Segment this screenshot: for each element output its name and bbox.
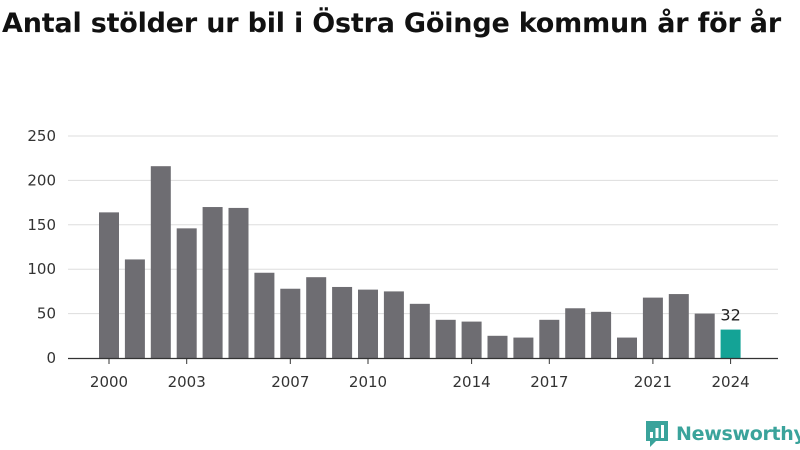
data-labels: 32 — [720, 306, 740, 325]
x-axis-ticks: 2000 2003 2007 2010 2014 2017 2021 2024 — [90, 358, 750, 391]
bar — [513, 337, 534, 358]
x-tick-label: 2014 — [453, 373, 491, 391]
x-tick-label: 2017 — [530, 373, 568, 391]
chart-title: Antal stölder ur bil i Östra Göinge komm… — [2, 8, 781, 39]
bar — [591, 311, 612, 358]
bar — [668, 294, 689, 358]
bars — [68, 166, 778, 360]
y-tick-label: 150 — [27, 216, 56, 234]
y-tick-label: 50 — [37, 305, 56, 323]
bar — [383, 291, 404, 358]
bar — [539, 319, 560, 358]
bar — [487, 335, 508, 358]
bar — [358, 289, 378, 358]
x-tick-label: 2003 — [168, 373, 206, 391]
bar — [176, 228, 197, 358]
bar — [565, 308, 586, 358]
bar — [124, 259, 145, 358]
y-tick-label: 0 — [46, 349, 56, 367]
newsworthy-logo-icon — [646, 421, 668, 447]
bar — [306, 277, 327, 358]
bar — [332, 286, 353, 358]
bar — [150, 166, 171, 358]
brand: Newsworthy — [644, 418, 800, 450]
bar — [435, 319, 456, 358]
bar — [280, 288, 301, 358]
x-tick-label: 2024 — [712, 373, 750, 391]
x-tick-label: 2007 — [271, 373, 309, 391]
x-tick-label: 2021 — [634, 373, 672, 391]
brand-name: Newsworthy — [676, 423, 800, 445]
bar — [461, 321, 482, 358]
y-axis-ticks: 0 50 100 150 200 250 — [27, 127, 56, 367]
bar — [228, 207, 249, 358]
y-tick-label: 250 — [27, 127, 56, 145]
x-tick-label: 2010 — [349, 373, 387, 391]
bar — [254, 272, 275, 358]
bar — [694, 313, 715, 358]
data-label: 32 — [720, 306, 740, 325]
bar — [99, 212, 119, 358]
grid-lines — [68, 135, 778, 315]
bar — [720, 329, 741, 358]
y-tick-label: 100 — [27, 260, 56, 278]
bar — [202, 207, 223, 358]
bar — [642, 297, 663, 358]
y-tick-label: 200 — [27, 171, 56, 189]
x-tick-label: 2000 — [90, 373, 128, 391]
bar — [617, 337, 637, 358]
bar — [409, 303, 430, 358]
